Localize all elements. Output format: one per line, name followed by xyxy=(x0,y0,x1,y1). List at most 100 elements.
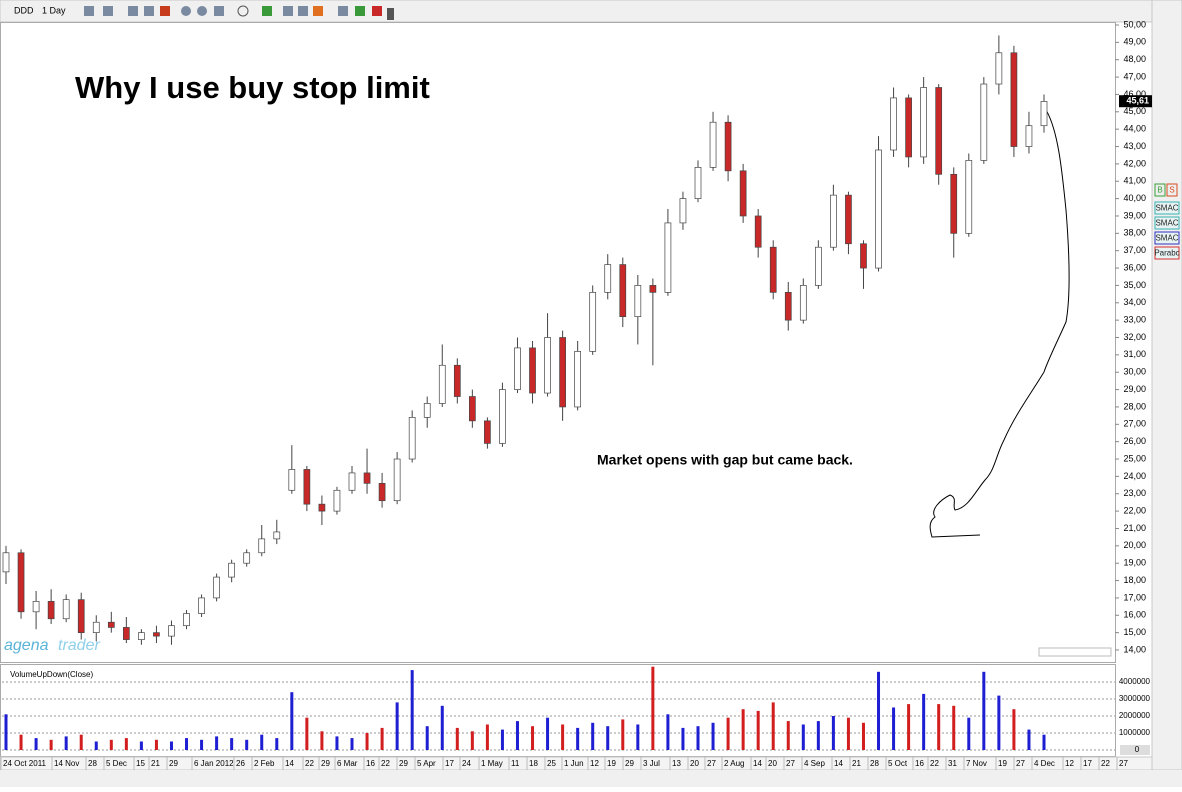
side-button[interactable] xyxy=(1154,231,1180,245)
y-tick-label: 25,00 xyxy=(1123,453,1146,463)
icon[interactable] xyxy=(298,6,308,16)
x-tick-label: 27 xyxy=(1016,759,1025,768)
volume-bar xyxy=(816,721,820,750)
x-tick-label: 14 xyxy=(834,759,843,768)
x-tick-label: 20 xyxy=(768,759,777,768)
icon[interactable] xyxy=(128,6,138,16)
side-button-label[interactable]: B xyxy=(1157,186,1162,195)
icon[interactable] xyxy=(160,6,170,16)
volume-bar xyxy=(230,738,234,750)
side-button-label[interactable]: SMAC xyxy=(1155,234,1178,243)
x-tick-label: 4 Sep xyxy=(804,759,825,768)
candle-body xyxy=(619,264,627,318)
side-button-label[interactable]: Parabc xyxy=(1154,249,1179,258)
icon[interactable] xyxy=(197,6,207,16)
candle-body xyxy=(62,599,70,620)
candle-body xyxy=(709,121,717,168)
volume-bar xyxy=(546,717,550,750)
volume-bar xyxy=(831,716,835,750)
candle-body xyxy=(183,613,190,627)
candle-body xyxy=(514,347,521,390)
volume-bar xyxy=(395,702,399,750)
volume-bar xyxy=(711,722,715,750)
side-button-label[interactable]: S xyxy=(1169,186,1174,195)
candle-body xyxy=(860,243,867,269)
icon[interactable] xyxy=(144,6,154,16)
x-tick-label: 24 xyxy=(462,759,471,768)
icon[interactable] xyxy=(313,6,323,16)
volume-bar xyxy=(877,671,881,750)
x-tick-label: 11 xyxy=(511,759,520,768)
candle-body xyxy=(378,482,386,502)
x-tick-label: 27 xyxy=(707,759,716,768)
side-button[interactable] xyxy=(1166,183,1178,197)
candle-body xyxy=(529,347,536,394)
candle-body xyxy=(559,337,566,408)
volume-bar xyxy=(410,670,414,750)
y-tick-label: 17,00 xyxy=(1123,592,1146,602)
candle-body xyxy=(92,621,100,633)
candle-body xyxy=(438,364,446,404)
volume-bar xyxy=(666,714,670,750)
candle-body xyxy=(303,469,311,505)
volume-bar xyxy=(200,739,204,750)
candle-body xyxy=(243,552,251,564)
icon[interactable] xyxy=(214,6,224,16)
candle-body xyxy=(799,285,807,321)
icon[interactable] xyxy=(283,6,293,16)
icon[interactable] xyxy=(338,6,348,16)
icon[interactable] xyxy=(355,6,365,16)
candle-body xyxy=(213,576,220,599)
side-button[interactable] xyxy=(1154,216,1180,230)
side-button-label[interactable]: SMAC xyxy=(1155,219,1178,228)
candle-body xyxy=(950,173,958,234)
side-button[interactable] xyxy=(1154,201,1180,215)
side-button-label[interactable]: SMAC xyxy=(1155,204,1178,213)
x-tick-label: 29 xyxy=(169,759,178,768)
symbol[interactable]: DDD xyxy=(14,5,34,15)
timeframe[interactable]: 1 Day xyxy=(42,5,66,15)
volume-bar xyxy=(591,722,595,750)
scroll-box[interactable] xyxy=(1038,647,1112,657)
x-tick-label: 3 Jul xyxy=(643,759,660,768)
volume-tick-label: 4000000 xyxy=(1119,677,1151,686)
x-tick-label: 2 Aug xyxy=(724,759,744,768)
y-tick-label: 20,00 xyxy=(1123,540,1146,550)
volume-bar xyxy=(455,727,459,750)
volume-bar xyxy=(380,727,384,750)
volume-bar xyxy=(922,693,926,750)
candle-body xyxy=(228,562,236,578)
candle-body xyxy=(408,417,416,460)
x-tick-label: 25 xyxy=(547,759,556,768)
y-tick-label: 44,00 xyxy=(1123,124,1146,134)
volume-bar xyxy=(485,724,489,750)
volume-bar xyxy=(500,729,504,750)
volume-bar xyxy=(320,731,324,750)
x-tick-label: 5 Oct xyxy=(888,759,908,768)
icon[interactable] xyxy=(237,5,249,17)
side-button[interactable] xyxy=(1154,246,1180,260)
y-tick-label: 47,00 xyxy=(1123,71,1146,81)
icon[interactable] xyxy=(262,6,272,16)
candle-body xyxy=(920,87,928,158)
candle-body xyxy=(995,52,1003,85)
x-tick-label: 24 Oct 2011 xyxy=(3,759,47,768)
icon[interactable] xyxy=(84,6,94,16)
icon[interactable] xyxy=(103,6,113,16)
icon[interactable] xyxy=(181,6,191,16)
y-tick-label: 24,00 xyxy=(1123,471,1146,481)
candle-body xyxy=(258,538,266,554)
candle-body xyxy=(814,246,822,286)
volume-bar xyxy=(606,726,610,750)
y-tick-label: 36,00 xyxy=(1123,262,1146,272)
x-tick-label: 16 xyxy=(915,759,924,768)
y-tick-label: 38,00 xyxy=(1123,228,1146,238)
candle-body xyxy=(122,627,130,640)
side-button[interactable] xyxy=(1154,183,1166,197)
x-tick-label: 31 xyxy=(948,759,957,768)
volume-bar xyxy=(19,734,23,750)
icon[interactable] xyxy=(387,8,394,20)
y-tick-label: 34,00 xyxy=(1123,297,1146,307)
y-tick-label: 21,00 xyxy=(1123,523,1146,533)
icon[interactable] xyxy=(372,6,382,16)
